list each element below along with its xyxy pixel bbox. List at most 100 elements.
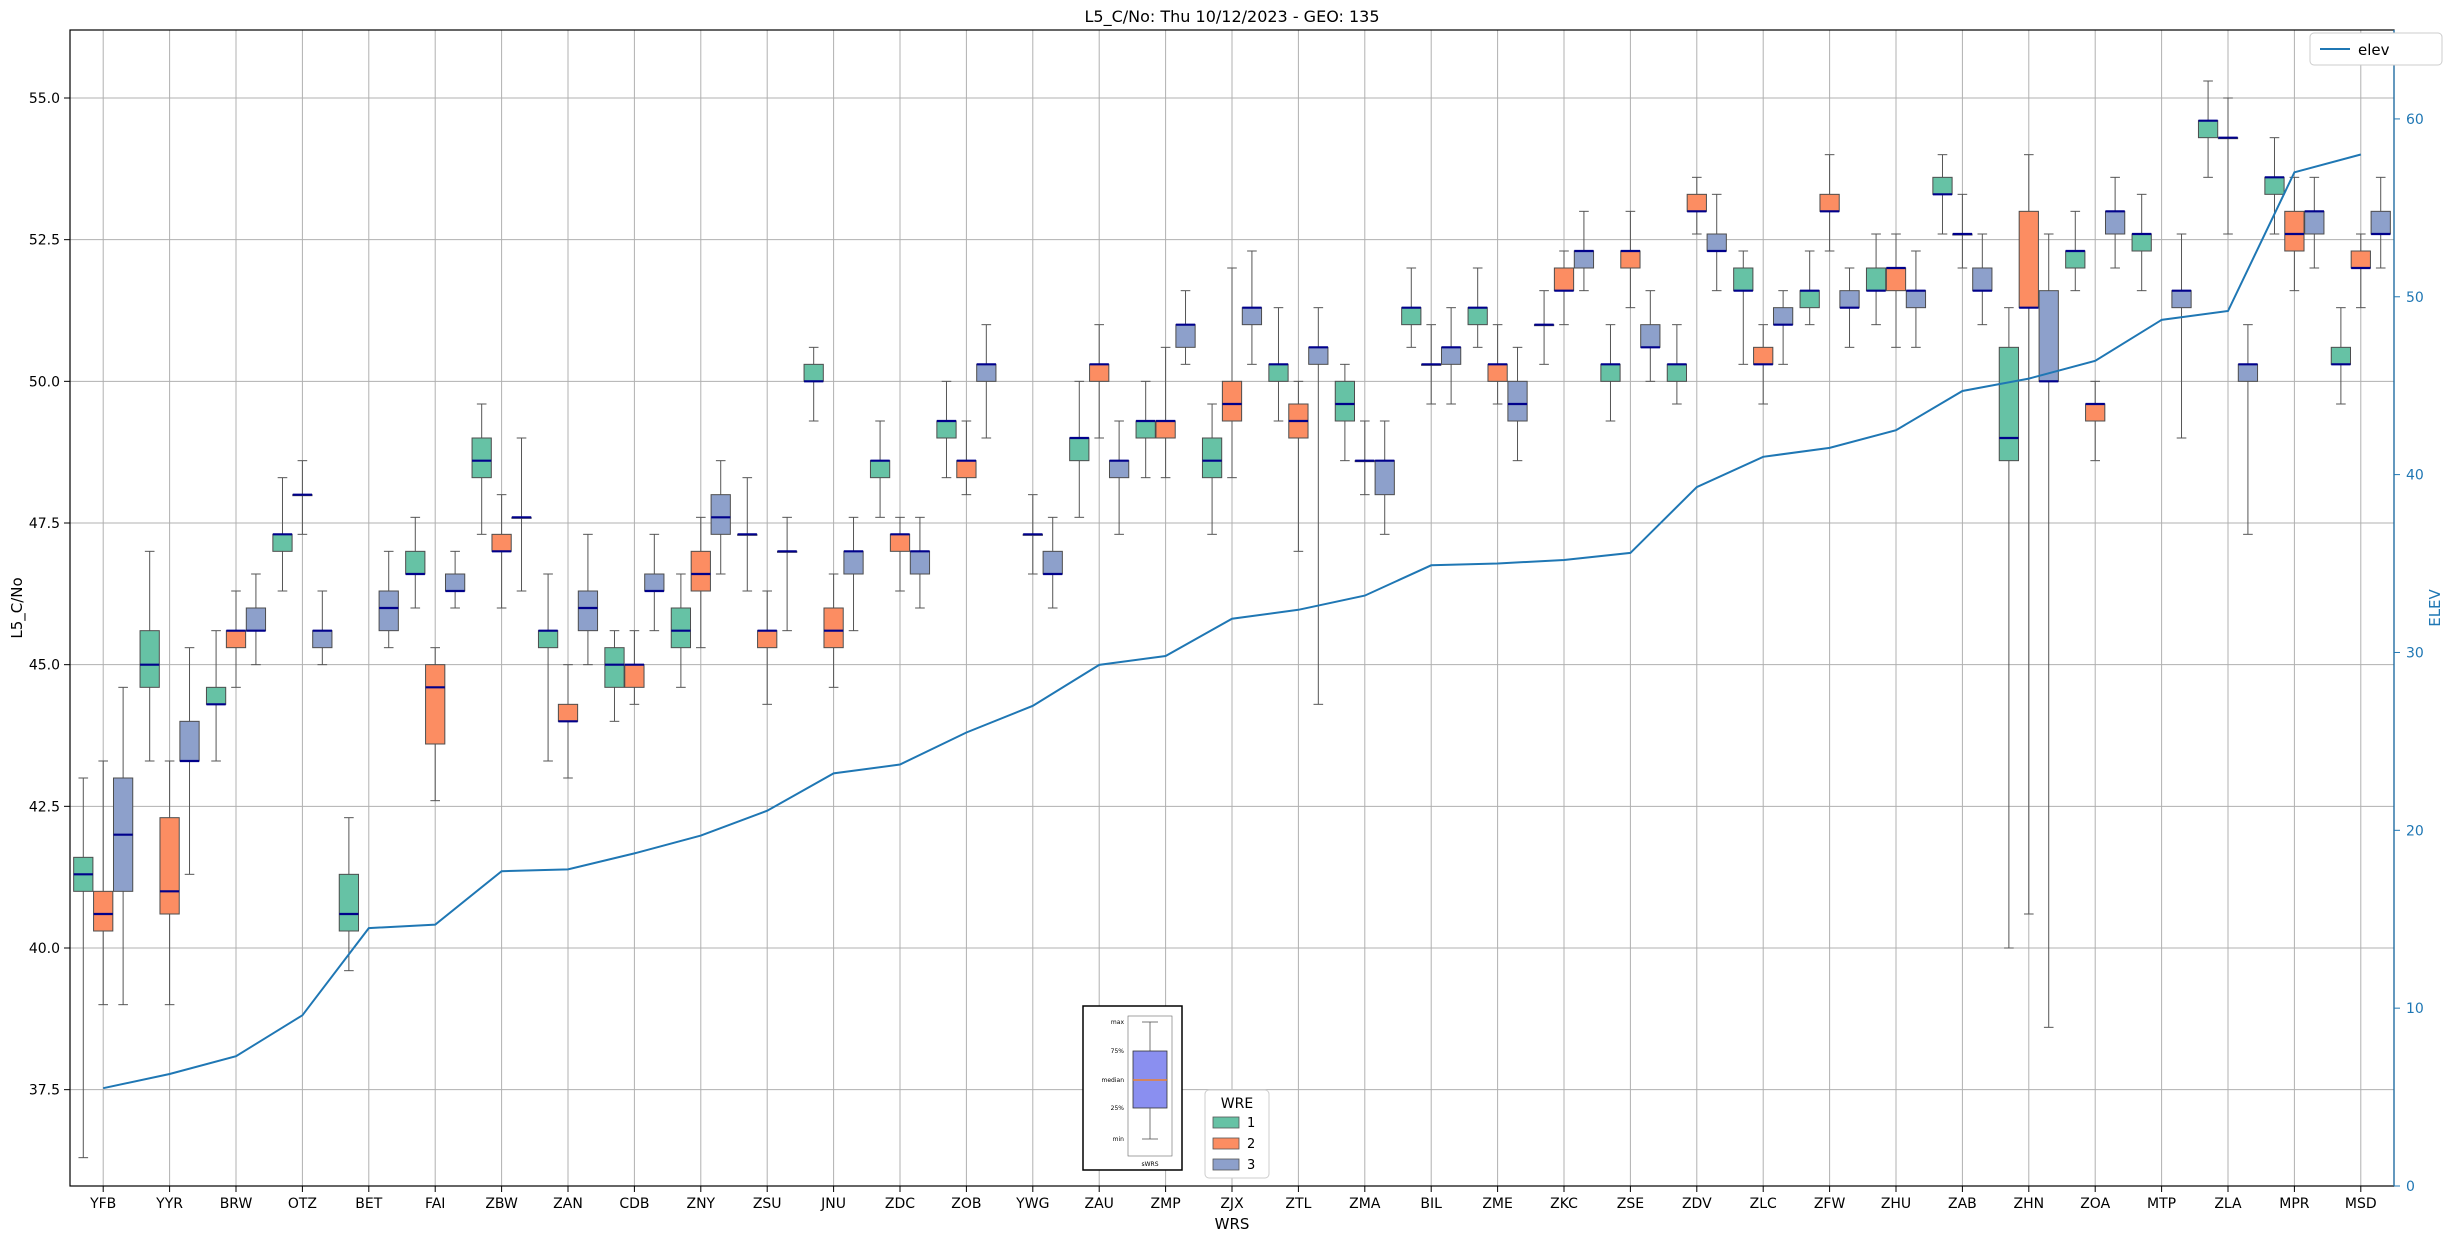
box-iqr [1487,363,1508,382]
elev-legend-label: elev [2358,41,2390,59]
box-ZDC-wre2 [889,516,911,592]
x-axis-label: WRS [1215,1215,1250,1233]
box-ZOA-wre3 [2104,176,2126,269]
y-tick-label: 47.5 [29,516,60,532]
box-iqr [1706,233,1727,252]
box-iqr [1440,346,1462,365]
x-tick-label: MTP [2147,1196,2176,1212]
box-ZMP-wre1 [1135,380,1156,479]
x-tick-label: ZHU [1881,1196,1911,1212]
box-iqr [2350,250,2371,269]
box-ZHN-wre3 [2038,233,2059,1028]
grid-layer [70,30,2394,1186]
x-tick-label: ZBW [485,1196,518,1212]
box-iqr [2171,290,2192,309]
box-iqr [245,607,267,632]
wre-legend-label-2: 2 [1247,1137,1255,1152]
box-iqr [2085,403,2106,422]
box-iqr [2038,290,2059,382]
box-YFB-wre1 [73,777,94,1159]
x-tick-label: ZMP [1151,1196,1181,1212]
box-iqr [644,573,665,592]
box-iqr [976,363,997,382]
y-tick-label: 55.0 [29,91,60,107]
x-tick-label: FAI [425,1196,445,1212]
box-OTZ-wre1 [272,477,293,592]
box-iqr [2330,346,2352,365]
box-ZME-wre1 [1467,267,1488,348]
box-iqr [2065,250,2086,269]
box-iqr [909,550,931,575]
box-ZNY-wre1 [670,573,692,688]
x-tick-label: ZOB [951,1196,981,1212]
box-iqr [471,437,492,479]
box-iqr [1553,267,1575,292]
box-iqr [1042,550,1063,575]
inset-label-median: median [1102,1077,1125,1084]
y2-tick-label: 10 [2406,1001,2424,1017]
x-tick-label: ZKC [1550,1196,1578,1212]
box-iqr [1155,420,1176,439]
box-iqr [1201,437,1223,479]
x-tick-label: ZAB [1948,1196,1977,1212]
y2-tick-label: 0 [2406,1179,2415,1195]
box-iqr [444,573,466,592]
box-BET-wre3 [378,550,399,649]
box-FAI-wre1 [405,516,426,609]
box-iqr [1865,267,1887,292]
boxplot-key-inset: max 75% median 25% min sWRS [1082,1005,1183,1171]
box-ZKC-wre2 [1553,250,1575,326]
wre-legend-swatch-3 [1212,1158,1240,1171]
box-ZME-wre2 [1487,324,1508,405]
box-ZSU-wre2 [757,590,778,705]
box-iqr [378,590,399,632]
box-iqr [1401,307,1422,326]
box-ZMA-wre3 [1374,420,1395,535]
line-layer [102,153,2362,1090]
box-iqr [272,533,293,552]
box-iqr [2237,363,2259,382]
box-iqr [2197,120,2219,139]
box-iqr [1640,324,1661,348]
box-FAI-wre2 [425,647,446,802]
box-ZLA-wre3 [2237,324,2259,535]
box-ZNY-wre2 [690,516,711,649]
box-ZLA-wre2 [2217,97,2239,235]
box-CDB-wre2 [624,630,645,705]
x-tick-label: BIL [1420,1196,1442,1212]
box-FAI-wre3 [444,550,466,609]
box-MPR-wre2 [2284,176,2305,292]
box-MSD-wre2 [2350,233,2371,309]
box-iqr [1089,363,1110,382]
box-iqr [1905,290,1927,309]
box-iqr [1507,380,1528,422]
box-iqr [405,550,426,575]
box-iqr [2370,210,2391,235]
box-layer [73,80,2391,1159]
box-ZJX-wre3 [1241,250,1263,365]
box-ZSU-wre3 [776,516,798,632]
box-iqr [312,630,333,649]
box-ZDV-wre1 [1666,324,1688,405]
box-iqr [757,630,778,649]
box-iqr [690,550,711,592]
box-iqr [670,607,692,649]
box-MPR-wre3 [2304,176,2325,269]
x-tick-label: ZLC [1750,1196,1777,1212]
inset-label-q3: 75% [1111,1048,1125,1055]
box-ZLC-wre1 [1733,250,1754,365]
y-tick-label: 50.0 [29,374,60,390]
inset-x-label: sWRS [1141,1161,1158,1168]
wre-legend-frame [1204,1089,1270,1179]
box-ZKC-wre3 [1573,210,1595,292]
x-tick-label: ZLA [2214,1196,2242,1212]
box-ZSU-wre1 [737,477,758,592]
x-tick-label: BRW [220,1196,253,1212]
box-ZHU-wre3 [1905,250,1927,348]
box-JNU-wre2 [823,573,844,688]
box-iqr [710,494,731,535]
box-MTP-wre1 [2131,193,2152,292]
y2-tick-label: 60 [2406,112,2424,128]
box-ZJX-wre2 [1221,267,1243,479]
box-iqr [1467,307,1488,326]
